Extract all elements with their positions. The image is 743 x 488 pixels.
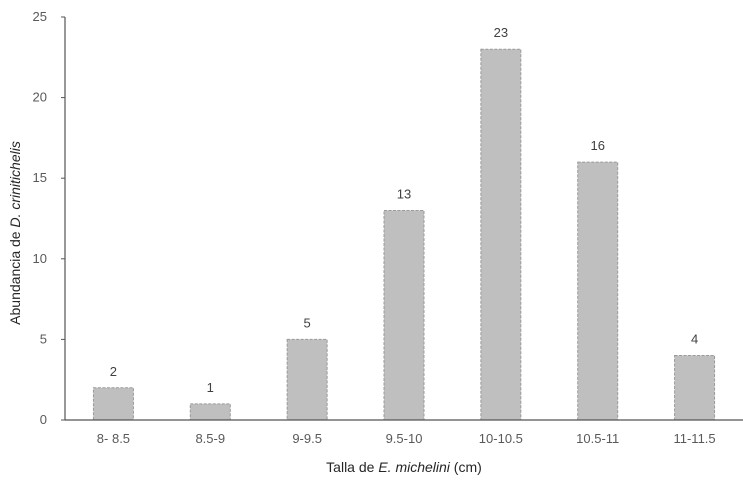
data-label: 16 <box>590 138 604 153</box>
x-axis-title-species: E. michelini <box>378 459 450 475</box>
y-tick-label: 20 <box>33 90 47 105</box>
bar <box>383 209 425 421</box>
y-tick-label: 25 <box>33 9 47 24</box>
x-tick-label: 8.5-9 <box>195 431 225 446</box>
x-axis-tick-labels: 8- 8.5 8.5-9 9-9.5 9.5-10 10-10.5 10.5-11 11-1… <box>97 431 716 446</box>
data-label: 2 <box>110 364 117 379</box>
y-axis-title-species: D. crinitichelis <box>7 141 23 227</box>
x-tick-label: 10.5-11 <box>576 431 619 446</box>
x-tick-label: 9-9.5 <box>292 431 322 446</box>
bars <box>92 48 716 421</box>
y-axis-title: Abundancia de D. crinitichelis <box>7 141 23 325</box>
y-axis-title-prefix: Abundancia de <box>7 228 23 325</box>
x-axis-title: Talla de E. michelini (cm) <box>326 459 482 475</box>
data-label: 23 <box>494 25 508 40</box>
bar <box>480 48 522 421</box>
x-tick-label: 9.5-10 <box>386 431 423 446</box>
y-tick-label: 10 <box>33 251 47 266</box>
x-axis-title-suffix: (cm) <box>450 459 482 475</box>
y-tick-label: 5 <box>40 331 47 346</box>
bar <box>189 403 231 421</box>
data-labels: 2 1 5 13 23 16 4 <box>110 25 698 395</box>
y-tick-label: 0 <box>40 412 47 427</box>
x-tick-label: 8- 8.5 <box>97 431 130 446</box>
bar <box>674 355 716 421</box>
x-tick-label: 11-11.5 <box>673 431 715 446</box>
bar <box>92 387 134 421</box>
x-axis-title-prefix: Talla de <box>326 459 378 475</box>
x-tick-label: 10-10.5 <box>479 431 523 446</box>
data-label: 1 <box>207 380 214 395</box>
data-label: 5 <box>304 315 311 330</box>
bar <box>286 338 328 421</box>
data-label: 4 <box>691 332 698 347</box>
data-label: 13 <box>397 186 411 201</box>
bar <box>577 161 619 421</box>
y-tick-label: 15 <box>33 170 47 185</box>
y-axis-ticks: 0 5 10 15 20 25 <box>33 9 65 427</box>
